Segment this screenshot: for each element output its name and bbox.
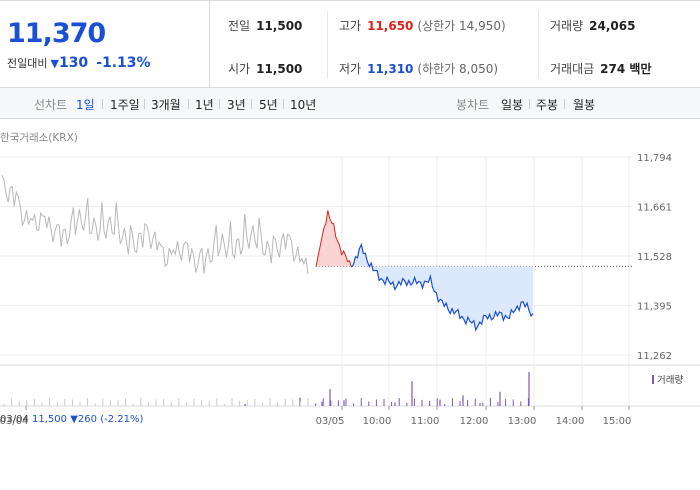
change-value: 130 — [58, 55, 89, 71]
tab-10y[interactable]: 10년 — [290, 98, 317, 112]
y-tick-label: 11,395 — [637, 302, 672, 313]
prev-day-close: 11,500 — [32, 414, 68, 425]
data-source: 한국거래소(KRX) — [0, 132, 78, 144]
x-tick-label: 12:00 — [460, 416, 489, 427]
tab-5y[interactable]: 5년 — [259, 98, 278, 112]
tab-3m[interactable]: 3개월 — [151, 98, 181, 112]
y-tick-label: 11,262 — [637, 351, 672, 362]
chart-grid — [0, 156, 700, 410]
x-tick-label: 11:00 — [411, 416, 440, 427]
tab-3y[interactable]: 3년 — [227, 98, 246, 112]
stat-volume: 거래량 24,065 — [550, 19, 636, 33]
x-tick-label: 03/05 — [316, 416, 345, 427]
y-tick-label: 11,528 — [637, 252, 672, 263]
volume-legend: 거래량 — [652, 372, 683, 386]
y-tick-label: 11,661 — [637, 203, 672, 214]
price-box: 11,370 전일대비 ▼130 -1.13% — [0, 1, 210, 88]
x-tick-label: 14:00 — [556, 416, 585, 427]
tab-1y[interactable]: 1년 — [195, 98, 214, 112]
prev-day-arrow-icon: ▼ — [70, 414, 78, 425]
tab-daily[interactable]: 일봉 — [501, 98, 524, 112]
line-chart-label: 선차트 — [34, 98, 68, 112]
y-tick-label: 11,794 — [637, 153, 672, 164]
today-down-line — [351, 242, 534, 332]
prev-day-rate: (-2.21%) — [100, 414, 144, 425]
tab-monthly[interactable]: 월봉 — [573, 98, 596, 112]
volume-bars — [3, 372, 530, 406]
change-label: 전일대비 — [7, 57, 48, 70]
price-summary: 11,370 전일대비 ▼130 -1.13% 전일 11,500 시가 11,500 … — [0, 0, 700, 88]
volume-swatch — [652, 375, 654, 384]
tab-weekly[interactable]: 주봉 — [536, 98, 559, 112]
prev-day-summary: 03/04 11,500 ▼260 (-2.21%) — [0, 414, 143, 425]
down-arrow-icon: ▼ — [50, 57, 59, 70]
tab-1w[interactable]: 1주일 — [110, 98, 140, 112]
change-row: 전일대비 ▼130 -1.13% — [7, 55, 151, 71]
stat-prev-close: 전일 11,500 — [228, 19, 303, 33]
x-tick-label: 10:00 — [363, 416, 392, 427]
divider — [538, 11, 539, 79]
prev-day-date: 03/04 — [0, 414, 29, 425]
down-area — [351, 244, 533, 330]
today-up-line — [315, 210, 352, 268]
divider — [327, 11, 328, 79]
y-axis-labels: 11,794 11,661 11,528 11,395 11,262 — [637, 153, 672, 362]
current-price: 11,370 — [7, 18, 106, 49]
stat-amount: 거래대금 274 백만 — [550, 62, 652, 76]
prev-day-line — [1, 175, 309, 275]
change-rate: -1.13% — [96, 55, 151, 71]
stat-low: 저가 11,310 (하한가 8,050) — [339, 62, 499, 76]
x-tick-label: 15:00 — [603, 416, 632, 427]
stat-open: 시가 11,500 — [228, 62, 303, 76]
tab-1d[interactable]: 1일 — [76, 98, 95, 112]
x-axis-labels: 03/04 03/05 10:00 11:00 12:00 13:00 14:00 15:00 — [0, 416, 631, 427]
candle-chart-label: 봉차트 — [456, 98, 490, 112]
prev-day-change: 260 — [77, 414, 97, 425]
x-tick-label: 13:00 — [508, 416, 537, 427]
chart-series — [1, 175, 632, 332]
stat-high: 고가 11,650 (상한가 14,950) — [339, 19, 506, 33]
period-bar: 선차트 1일 1주일 3개월 1년 3년 5년 10년 봉차트 일봉 주봉 월봉 — [0, 88, 700, 119]
x-tick-label: 03/04 — [0, 416, 28, 427]
